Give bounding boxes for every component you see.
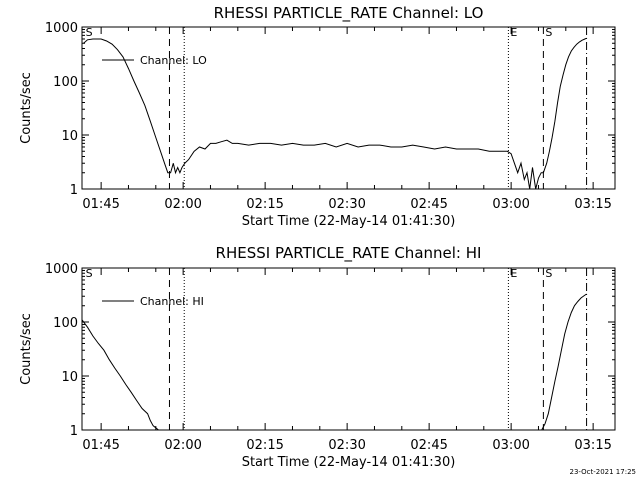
y-tick-label: 100 [53, 75, 78, 90]
y-tick-label: 10 [61, 129, 78, 144]
x-tick-label: 02:30 [328, 197, 365, 212]
plot-frame [81, 26, 616, 190]
footer-timestamp: 23-Oct-2021 17:25 [570, 468, 636, 476]
series-line [81, 293, 587, 431]
x-tick-label: 01:45 [82, 197, 119, 212]
plot-panel: RHESSI PARTICLE_RATE Channel: HI 1 10 100 10… [19, 244, 616, 470]
y-axis-label: Counts/sec [19, 72, 34, 144]
x-tick-label: 03:15 [574, 438, 611, 453]
marker-label: S [86, 26, 93, 39]
marker-label: S [86, 267, 93, 280]
marker-label: S [545, 26, 552, 39]
x-tick-label: 01:45 [82, 438, 119, 453]
x-tick-label: 02:15 [246, 438, 283, 453]
x-tick-label: 02:30 [328, 438, 365, 453]
x-tick-label: 02:00 [164, 438, 201, 453]
y-tick-label: 1 [70, 424, 78, 439]
x-tick-label: 02:45 [410, 197, 447, 212]
plot-panel: RHESSI PARTICLE_RATE Channel: LO 1 10 100 10… [19, 4, 616, 229]
y-tick-label: 1 [70, 183, 78, 198]
x-tick-label: 03:00 [492, 438, 529, 453]
y-tick-label: 1000 [45, 21, 78, 36]
x-axis-label: Start Time (22-May-14 01:41:30) [242, 214, 456, 229]
legend-label: Channel: LO [140, 54, 207, 67]
x-tick-label: 03:15 [574, 197, 611, 212]
y-axis-label: Counts/sec [19, 313, 34, 385]
y-tick-label: 100 [53, 316, 78, 331]
marker-label: E [510, 267, 517, 280]
x-tick-label: 03:00 [492, 197, 529, 212]
chart-title: RHESSI PARTICLE_RATE Channel: LO [214, 4, 484, 23]
x-tick-label: 02:45 [410, 438, 447, 453]
chart-title: RHESSI PARTICLE_RATE Channel: HI [216, 244, 482, 263]
y-tick-label: 10 [61, 370, 78, 385]
marker-label: S [545, 267, 552, 280]
x-tick-label: 02:00 [164, 197, 201, 212]
marker-label: E [510, 26, 517, 39]
legend-label: Channel: HI [140, 295, 204, 308]
series-line [83, 37, 587, 190]
y-tick-label: 1000 [45, 262, 78, 277]
x-tick-label: 02:15 [246, 197, 283, 212]
plot-frame [81, 267, 616, 431]
x-axis-label: Start Time (22-May-14 01:41:30) [242, 455, 456, 470]
